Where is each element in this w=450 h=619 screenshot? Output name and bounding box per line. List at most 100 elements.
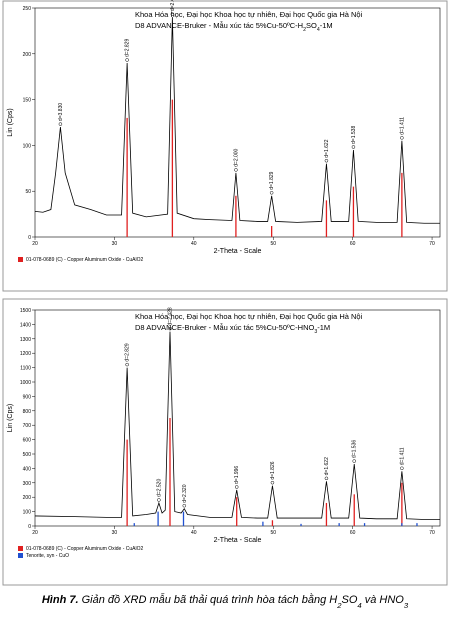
peak-label: d=2.320	[182, 484, 188, 502]
text-segment: 4	[317, 27, 320, 33]
legend-label: 01-078-0689 (C) - Copper Aluminum Oxide …	[26, 257, 143, 263]
peak-marker	[324, 476, 329, 481]
x-axis-label: 2-Theta - Scale	[214, 248, 262, 255]
y-tick-label: 400	[23, 466, 32, 472]
peak-marker	[157, 498, 161, 502]
y-tick-label: 1300	[20, 337, 31, 343]
peak-marker	[269, 191, 274, 195]
peak-label: d=1.536	[352, 440, 358, 458]
legend-swatch	[18, 553, 23, 558]
peak-label: d=2.829	[125, 343, 131, 361]
x-tick-label: 30	[112, 241, 118, 247]
y-tick-label: 1100	[20, 366, 31, 372]
peak-label: d=1.826	[270, 461, 276, 479]
y-tick-label: 150	[23, 98, 32, 104]
peak-marker	[170, 12, 175, 16]
y-tick-label: 1400	[20, 322, 31, 328]
text-segment: SO	[341, 594, 357, 606]
peak-label: d=3.830	[58, 103, 64, 121]
text-segment: D8 ADVANCE-Bruker - Mẫu xúc tác 5%Cu-50º…	[135, 323, 314, 332]
panel-frame	[2, 0, 448, 292]
peak-label: d=2.000	[233, 148, 239, 166]
peak-marker	[352, 459, 356, 463]
y-tick-label: 600	[23, 438, 32, 444]
x-axis-label: 2-Theta - Scale	[214, 537, 262, 544]
peak-marker	[125, 58, 129, 62]
x-tick-label: 20	[32, 241, 38, 247]
legend-swatch	[18, 257, 23, 262]
text-segment: và HNO	[362, 594, 405, 606]
peak-label: d=1.622	[324, 139, 330, 157]
peak-marker	[234, 168, 238, 172]
y-tick-label: 0	[28, 235, 31, 241]
text-segment: 3	[314, 329, 317, 335]
legend-label: 01-078-0689 (C) - Copper Aluminum Oxide …	[26, 546, 143, 552]
y-tick-label: 900	[23, 394, 32, 400]
peak-label: d=2.409	[170, 0, 176, 11]
text-segment: Hình 7.	[42, 594, 79, 606]
peak-label: d=2.829	[125, 39, 131, 57]
peak-label: d=2.428	[168, 307, 174, 325]
y-tick-label: 100	[23, 143, 32, 149]
legend-swatch	[18, 546, 23, 551]
chart-title: Khoa Hóa học, Đại học Khoa học tự nhiên,…	[135, 312, 363, 321]
pattern-line	[34, 331, 440, 520]
y-tick-label: 200	[23, 52, 32, 58]
x-tick-label: 50	[270, 241, 276, 247]
text-segment: -1M	[320, 21, 333, 30]
peak-label: d=1.538	[351, 126, 357, 144]
peak-marker	[168, 326, 172, 331]
x-tick-label: 50	[270, 530, 276, 536]
x-tick-label: 60	[350, 530, 356, 536]
y-axis-label: Lin (Cps)	[7, 404, 14, 432]
peak-marker	[351, 145, 356, 149]
peak-marker	[58, 122, 63, 126]
peak-marker	[234, 485, 239, 489]
peak-label: d=1.622	[324, 457, 330, 475]
text-segment: Giản đồ XRD mẫu bã thải quá trình hòa tá…	[79, 593, 338, 606]
text-segment: 3	[404, 601, 409, 610]
y-tick-label: 100	[23, 510, 32, 516]
x-tick-label: 60	[350, 241, 356, 247]
y-tick-label: 800	[23, 409, 32, 415]
text-segment: -1M	[317, 323, 330, 332]
peak-marker	[400, 466, 404, 471]
y-tick-label: 1200	[20, 351, 31, 357]
peak-label: d=1.411	[399, 447, 405, 465]
peak-marker	[270, 480, 275, 485]
x-tick-label: 70	[429, 241, 435, 247]
text-segment: SO	[306, 21, 317, 30]
peak-marker	[324, 158, 329, 163]
x-tick-label: 20	[32, 530, 38, 536]
chart-subtitle: D8 ADVANCE-Bruker - Mẫu xúc tác 5%Cu-50º…	[135, 323, 330, 335]
y-tick-label: 700	[23, 423, 32, 429]
peak-label: d=1.411	[399, 117, 405, 135]
y-tick-label: 0	[28, 524, 31, 530]
peak-label: d=2.520	[156, 479, 162, 497]
y-tick-label: 500	[23, 452, 32, 458]
x-tick-label: 40	[191, 241, 197, 247]
y-tick-label: 200	[23, 495, 32, 501]
peak-marker	[400, 136, 404, 140]
x-tick-label: 70	[429, 530, 435, 536]
plot-area	[34, 7, 441, 238]
y-axis-label: Lin (Cps)	[7, 108, 14, 136]
x-tick-label: 30	[112, 530, 118, 536]
pattern-line	[34, 17, 440, 224]
peak-marker	[182, 503, 187, 508]
chart-subtitle: D8 ADVANCE-Bruker - Mẫu xúc tác 5%Cu-50º…	[135, 21, 333, 33]
peak-label: d=1.996	[234, 466, 240, 484]
y-tick-label: 300	[23, 481, 32, 487]
plot-area	[34, 309, 441, 527]
text-segment: 2	[336, 601, 342, 610]
x-tick-label: 40	[191, 530, 197, 536]
text-segment: D8 ADVANCE-Bruker - Mẫu xúc tác 5%Cu-50º…	[135, 21, 303, 30]
caption: Hình 7. Giản đồ XRD mẫu bã thải quá trìn…	[42, 593, 409, 610]
text-segment: 2	[303, 27, 306, 33]
text-segment: 4	[357, 601, 361, 610]
chart-title: Khoa Hóa học, Đại học Khoa học tự nhiên,…	[135, 10, 363, 19]
y-tick-label: 1000	[20, 380, 31, 386]
legend-label: Tenorite, syn - CuO	[26, 553, 69, 559]
